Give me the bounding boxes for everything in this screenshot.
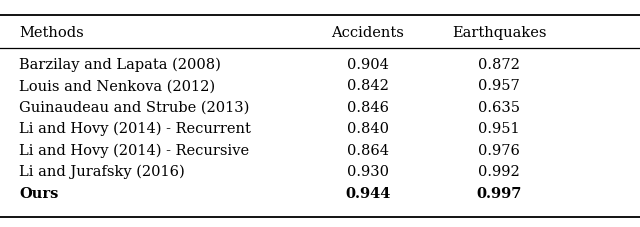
Text: Li and Hovy (2014) - Recurrent: Li and Hovy (2014) - Recurrent (19, 121, 251, 136)
Text: Li and Hovy (2014) - Recursive: Li and Hovy (2014) - Recursive (19, 143, 250, 157)
Text: 0.635: 0.635 (478, 100, 520, 114)
Text: 0.957: 0.957 (478, 79, 520, 93)
Text: 0.864: 0.864 (347, 143, 389, 157)
Text: 0.846: 0.846 (347, 100, 389, 114)
Text: 0.842: 0.842 (347, 79, 389, 93)
Text: Accidents: Accidents (332, 26, 404, 40)
Text: Li and Jurafsky (2016): Li and Jurafsky (2016) (19, 164, 185, 179)
Text: 0.840: 0.840 (347, 122, 389, 136)
Text: 0.951: 0.951 (478, 122, 520, 136)
Text: Methods: Methods (19, 26, 84, 40)
Text: 0.992: 0.992 (478, 164, 520, 178)
Text: 0.872: 0.872 (478, 58, 520, 72)
Text: 0.904: 0.904 (347, 58, 389, 72)
Text: Earthquakes: Earthquakes (452, 26, 547, 40)
Text: Ours: Ours (19, 186, 59, 200)
Text: Louis and Nenkova (2012): Louis and Nenkova (2012) (19, 79, 215, 93)
Text: 0.930: 0.930 (347, 164, 389, 178)
Text: 0.944: 0.944 (346, 186, 390, 200)
Text: Guinaudeau and Strube (2013): Guinaudeau and Strube (2013) (19, 100, 250, 114)
Text: 0.976: 0.976 (478, 143, 520, 157)
Text: Barzilay and Lapata (2008): Barzilay and Lapata (2008) (19, 57, 221, 72)
Text: 0.997: 0.997 (477, 186, 522, 200)
